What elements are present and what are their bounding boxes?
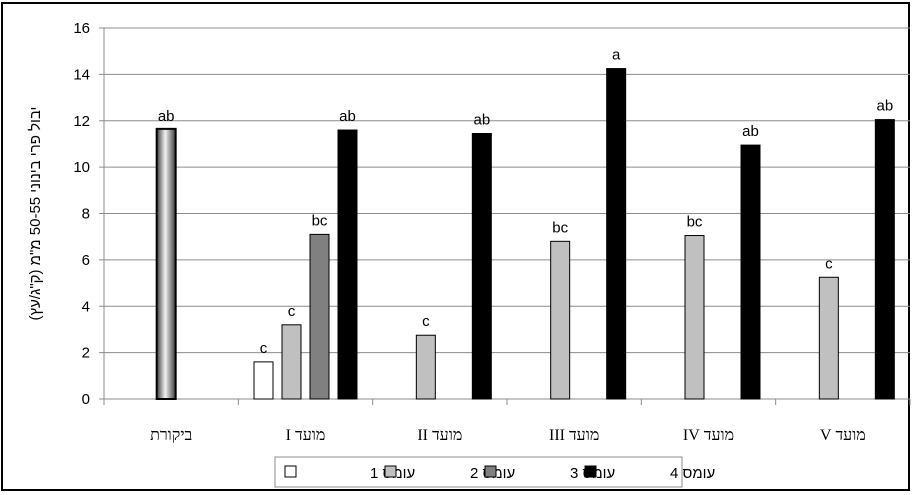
x-tick-label: ביקורת [150, 427, 192, 444]
bars-layer [155, 68, 895, 400]
legend-box [274, 456, 683, 488]
data-label: ab [473, 112, 490, 129]
data-label: ab [742, 123, 759, 140]
data-label: c [260, 340, 268, 357]
bar-עומס-2 [818, 276, 839, 400]
legend-label: עומס 4 [670, 465, 715, 482]
y-tick-label: 4 [82, 298, 90, 315]
data-label: bc [312, 212, 328, 229]
x-tick-label: מועד V [820, 427, 866, 444]
y-tick-label: 12 [73, 113, 90, 130]
data-label: c [825, 255, 833, 272]
bar-עומס-2 [415, 334, 436, 400]
bar-עומס-2 [550, 240, 571, 400]
legend: עומס 1 עומס 2 עומס 3 עומס 4 [274, 456, 715, 488]
bar-עומס-1 [253, 361, 274, 400]
x-tick-label: מועד II [417, 427, 462, 444]
x-tick-label: מועד IV [683, 427, 734, 444]
y-tick-label: 2 [82, 345, 90, 362]
bar-עומס-4 [606, 68, 627, 400]
data-labels-layer: ab c c c bc bc c bc ab ab a ab ab [158, 47, 893, 357]
bar-עומס-4 [874, 119, 895, 400]
x-tick-label: מועד III [549, 427, 599, 444]
legend-swatch [484, 465, 497, 478]
y-tick-label: 14 [73, 66, 90, 83]
bar-control [155, 127, 177, 400]
data-label: bc [552, 219, 568, 236]
y-axis-label: יבול פרי בינוני 50-55 מ"מ (ק"ג/עץ) [27, 107, 44, 321]
x-tick-label: מועד I [286, 427, 326, 444]
x-axis: ביקורת מועד I מועד II מועד III מועד IV מועד V [103, 398, 911, 444]
y-tick-label: 10 [73, 159, 90, 176]
data-label: bc [687, 214, 703, 231]
bar-עומס-2 [281, 324, 302, 400]
y-tick-label: 16 [73, 20, 90, 37]
bar-עומס-3 [309, 233, 330, 400]
gridlines [104, 27, 910, 354]
bar-chart: 0 2 4 6 8 10 12 14 16 ביקורת מועד I מועד II מועד II… [27, 20, 911, 488]
data-label: ab [876, 98, 893, 115]
data-label: ab [158, 108, 175, 125]
data-label: a [612, 47, 621, 64]
data-label: c [422, 313, 430, 330]
legend-swatch [384, 465, 397, 478]
y-axis: 0 2 4 6 8 10 12 14 16 [73, 20, 105, 408]
y-tick-label: 6 [82, 252, 90, 269]
data-label: ab [339, 108, 356, 125]
legend-swatch [584, 465, 597, 478]
bar-עומס-4 [740, 144, 761, 400]
bar-עומס-4 [337, 129, 358, 400]
bar-עומס-4 [471, 133, 492, 400]
bar-עומס-2 [684, 235, 705, 400]
y-tick-label: 8 [82, 206, 90, 223]
data-label: c [288, 303, 296, 320]
legend-swatch [284, 465, 297, 478]
y-tick-label: 0 [82, 391, 90, 408]
